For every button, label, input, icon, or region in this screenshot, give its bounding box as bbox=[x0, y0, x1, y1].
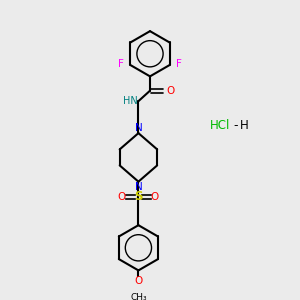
Text: N: N bbox=[134, 123, 142, 133]
Text: O: O bbox=[118, 192, 126, 202]
Text: HCl: HCl bbox=[210, 119, 230, 132]
Text: S: S bbox=[134, 190, 143, 203]
Text: F: F bbox=[176, 59, 182, 69]
Text: CH₃: CH₃ bbox=[130, 293, 147, 300]
Text: F: F bbox=[118, 59, 124, 69]
Text: O: O bbox=[134, 276, 142, 286]
Text: N: N bbox=[134, 182, 142, 192]
Text: -: - bbox=[234, 119, 238, 132]
Text: H: H bbox=[240, 119, 249, 132]
Text: HN: HN bbox=[123, 96, 137, 106]
Text: O: O bbox=[151, 192, 159, 202]
Text: O: O bbox=[166, 86, 175, 96]
